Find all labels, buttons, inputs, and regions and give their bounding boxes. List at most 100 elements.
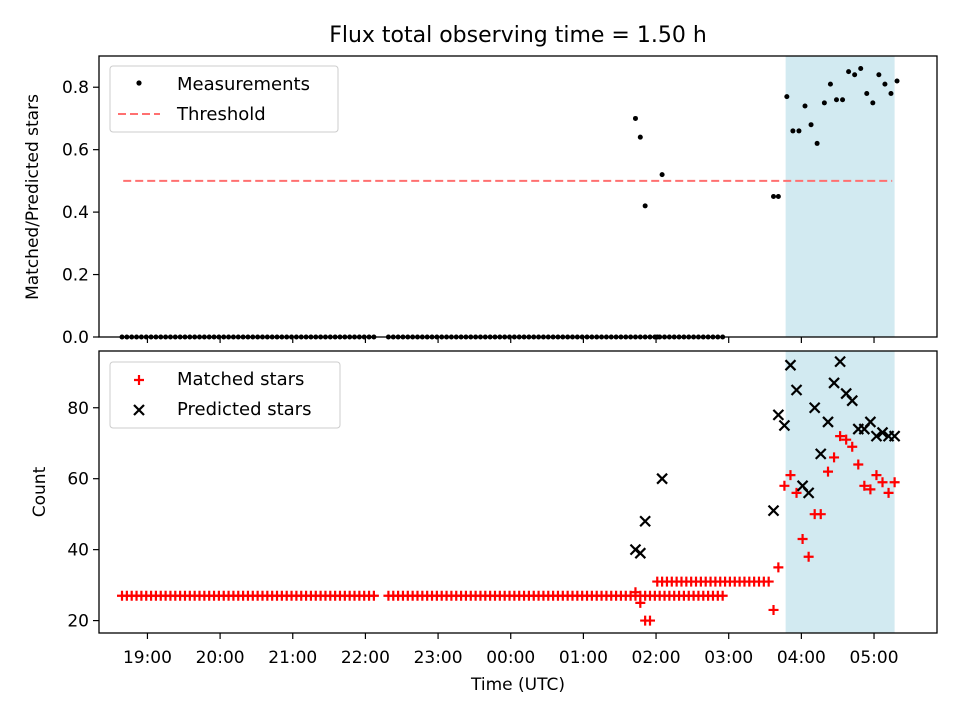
legend-matched-marker xyxy=(134,375,144,385)
x-tick-label: 03:00 xyxy=(704,648,753,668)
matched-stars-point xyxy=(635,597,646,608)
measurements-point xyxy=(821,100,827,106)
predicted-stars-point xyxy=(822,416,834,428)
measurements-point xyxy=(814,140,820,146)
y-tick-label: 0.6 xyxy=(62,141,89,161)
bottom-plot-frame xyxy=(98,350,938,634)
y-tick-label: 0.2 xyxy=(62,266,89,286)
measurements-point xyxy=(784,94,790,100)
y-tick-label: 0.8 xyxy=(62,78,89,98)
x-tick-label: 04:00 xyxy=(777,648,826,668)
matched-stars-point xyxy=(877,477,888,488)
legend-measurements-label: Measurements xyxy=(177,74,310,95)
matched-stars-point xyxy=(368,590,379,601)
matched-stars-point xyxy=(768,604,779,615)
matched-stars-point xyxy=(823,466,834,477)
y-tick-label: 40 xyxy=(67,541,89,561)
y-tick-label: 60 xyxy=(67,470,89,490)
matched-stars-point xyxy=(883,487,894,498)
predicted-stars-point xyxy=(828,377,840,389)
measurements-point xyxy=(802,103,808,109)
measurements-point xyxy=(894,78,900,84)
matched-stars-point xyxy=(785,470,796,481)
y-tick-label: 0.0 xyxy=(62,328,89,348)
predicted-stars-point xyxy=(834,355,846,368)
measurements-point xyxy=(888,90,894,96)
top-plot-frame xyxy=(98,55,938,338)
measurements-point xyxy=(827,81,833,87)
top-legend: Measurements Threshold xyxy=(109,65,339,133)
measurements-point xyxy=(771,194,777,199)
measurements-point xyxy=(876,72,882,78)
predicted-stars-point xyxy=(814,448,827,460)
predicted-stars-point xyxy=(656,472,668,485)
measurements-point xyxy=(864,90,870,96)
predicted-stars-point xyxy=(876,426,889,439)
y-tick-label: 80 xyxy=(67,399,89,419)
measurements-point xyxy=(882,81,888,87)
x-tick-label: 02:00 xyxy=(632,648,681,668)
predicted-stars-point xyxy=(846,394,859,407)
x-tick-label: 19:00 xyxy=(123,648,172,668)
predicted-stars-point xyxy=(808,401,821,414)
predicted-stars-point xyxy=(767,504,780,517)
matched-stars-point xyxy=(717,590,728,601)
matched-stars-point xyxy=(644,615,655,626)
predicted-stars-point xyxy=(864,416,877,428)
legend-predicted-marker xyxy=(133,404,145,416)
matched-stars-point xyxy=(847,441,858,452)
measurements-point xyxy=(642,203,648,209)
measurements-point xyxy=(833,97,839,103)
top-highlight-span xyxy=(785,56,895,337)
top-y-axis-label: Matched/Predicted stars xyxy=(23,94,43,300)
legend-matched-label: Matched stars xyxy=(177,369,304,390)
x-tick-label: 20:00 xyxy=(196,648,245,668)
measurements-point xyxy=(632,115,638,121)
measurements-point xyxy=(775,194,781,199)
measurements-point xyxy=(840,97,846,103)
x-tick-label: 23:00 xyxy=(414,648,463,668)
bottom-highlight-span xyxy=(785,351,895,633)
measurements-point xyxy=(659,172,665,178)
bottom-legend-box xyxy=(109,361,341,429)
predicted-stars-point xyxy=(772,409,785,421)
matched-stars-point xyxy=(815,509,826,520)
legend-predicted-label: Predicted stars xyxy=(177,399,311,420)
x-tick-label: 00:00 xyxy=(486,648,535,668)
matched-stars-point xyxy=(871,470,882,481)
matched-stars-point xyxy=(791,487,802,498)
y-tick-label: 20 xyxy=(67,612,89,632)
bottom-y-axis-label: Count xyxy=(30,466,50,517)
x-tick-label: 21:00 xyxy=(268,648,317,668)
predicted-stars-point xyxy=(634,547,647,559)
top-panel: 0.00.20.40.60.8 Matched/Predicted stars … xyxy=(23,55,938,348)
predicted-stars-point xyxy=(639,515,651,528)
x-axis-label: Time (UTC) xyxy=(470,675,565,695)
bottom-y-ticks: 20 40 60 80 xyxy=(67,399,99,632)
predicted-stars-point xyxy=(784,359,797,371)
matched-stars-point xyxy=(829,452,840,463)
legend-measurements-marker xyxy=(136,80,142,86)
top-gridless-ticks: 0.0 0.2 0.4 0.6 0.8 xyxy=(62,78,99,348)
legend-threshold-label: Threshold xyxy=(176,104,266,125)
x-tick-label: 22:00 xyxy=(341,648,390,668)
x-tick-label: 01:00 xyxy=(559,648,608,668)
predicted-stars-point xyxy=(888,430,901,442)
x-tick-label: 05:00 xyxy=(850,648,899,668)
predicted-stars-point xyxy=(790,384,803,396)
matched-stars-point xyxy=(889,477,900,488)
matched-stars-point xyxy=(841,434,852,445)
matched-stars-point xyxy=(630,587,641,598)
predicted-stars-point xyxy=(802,487,815,499)
measurements-point xyxy=(870,100,876,106)
measurements-point xyxy=(790,128,796,134)
measurements-point xyxy=(808,122,814,128)
matched-stars-point xyxy=(865,484,876,495)
bottom-markers xyxy=(117,355,901,626)
matched-stars-point xyxy=(853,459,864,470)
measurements-point xyxy=(852,72,858,78)
bottom-legend: Matched stars Predicted stars xyxy=(109,361,341,429)
top-legend-box xyxy=(109,65,339,133)
measurements-point xyxy=(637,134,643,140)
